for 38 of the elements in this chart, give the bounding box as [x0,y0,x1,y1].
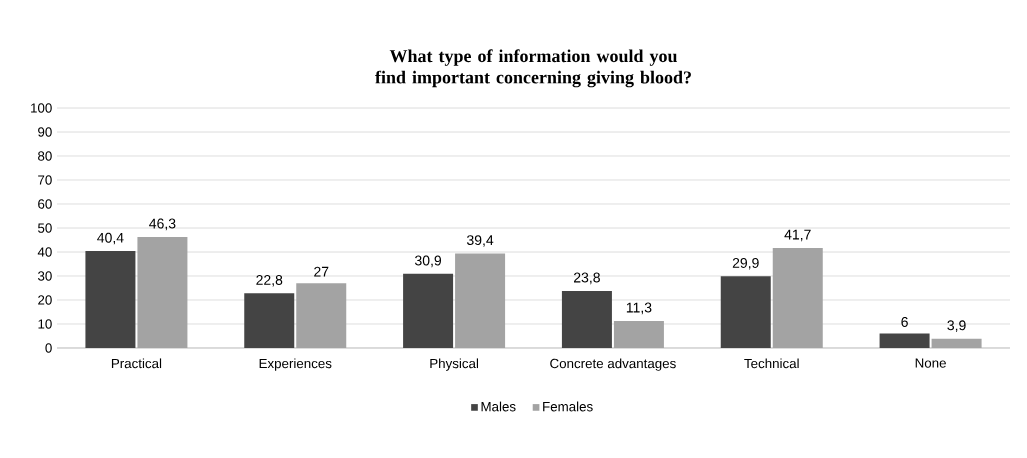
x-tick-label: Physical [430,358,479,371]
x-tick-label: Experiences [259,358,332,371]
legend-label: Males [481,401,516,412]
data-label: 46,3 [149,218,176,231]
y-tick-label: 100 [31,103,52,113]
bar [720,276,771,348]
x-tick-label: Technical [744,358,799,369]
data-label: 30,9 [414,255,442,268]
data-label: 29,9 [732,257,759,270]
y-tick-label: 60 [38,199,52,209]
bar [85,251,136,348]
y-tick-label: 70 [38,175,52,185]
bar [561,290,612,348]
data-label: 23,8 [574,272,600,285]
y-tick-label: 30 [37,271,52,281]
bar [403,273,454,348]
y-tick-label: 10 [38,319,52,329]
legend-label: Females [543,401,593,412]
data-label: 6 [901,316,908,327]
y-tick-label: 40 [37,247,52,257]
y-tick-label: 90 [38,127,52,137]
data-label: 41,7 [784,229,811,242]
data-label: 27 [314,266,329,277]
x-tick-label: None [915,358,946,368]
data-label: 39,4 [466,235,494,247]
x-tick-label: Practical [111,358,162,369]
y-tick-label: 0 [45,343,52,353]
data-label: 3,9 [947,320,966,332]
chart-title: What type of information would you find important concerning giving blood? [375,49,691,88]
x-tick-label: Concrete advantages [550,358,676,371]
bar [879,333,930,348]
y-tick-label: 50 [38,223,52,233]
data-label: 22,8 [256,275,283,287]
data-label: 11,3 [626,302,652,315]
y-tick-label: 20 [38,295,52,305]
y-tick-label: 80 [38,151,52,161]
bar [244,293,295,348]
data-label: 40,4 [97,232,124,245]
